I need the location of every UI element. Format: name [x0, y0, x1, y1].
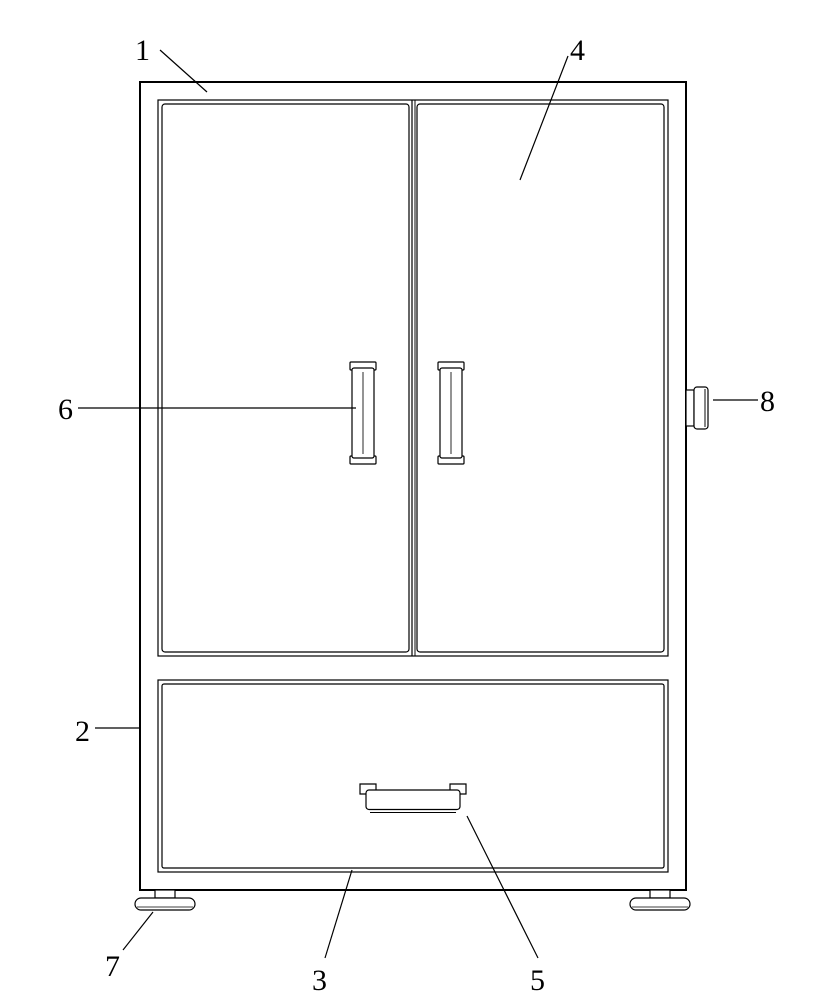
callout-label-2: 2 [75, 715, 90, 749]
figure-canvas: 1 4 6 8 2 7 3 5 [0, 0, 823, 1000]
callout-label-3: 3 [312, 964, 327, 998]
callout-label-4: 4 [570, 34, 585, 68]
diagram-svg [0, 0, 823, 1000]
callout-label-5: 5 [530, 964, 545, 998]
callout-label-6: 6 [58, 393, 73, 427]
callout-label-1: 1 [135, 34, 150, 68]
callout-label-8: 8 [760, 385, 775, 419]
callout-label-7: 7 [105, 950, 120, 984]
